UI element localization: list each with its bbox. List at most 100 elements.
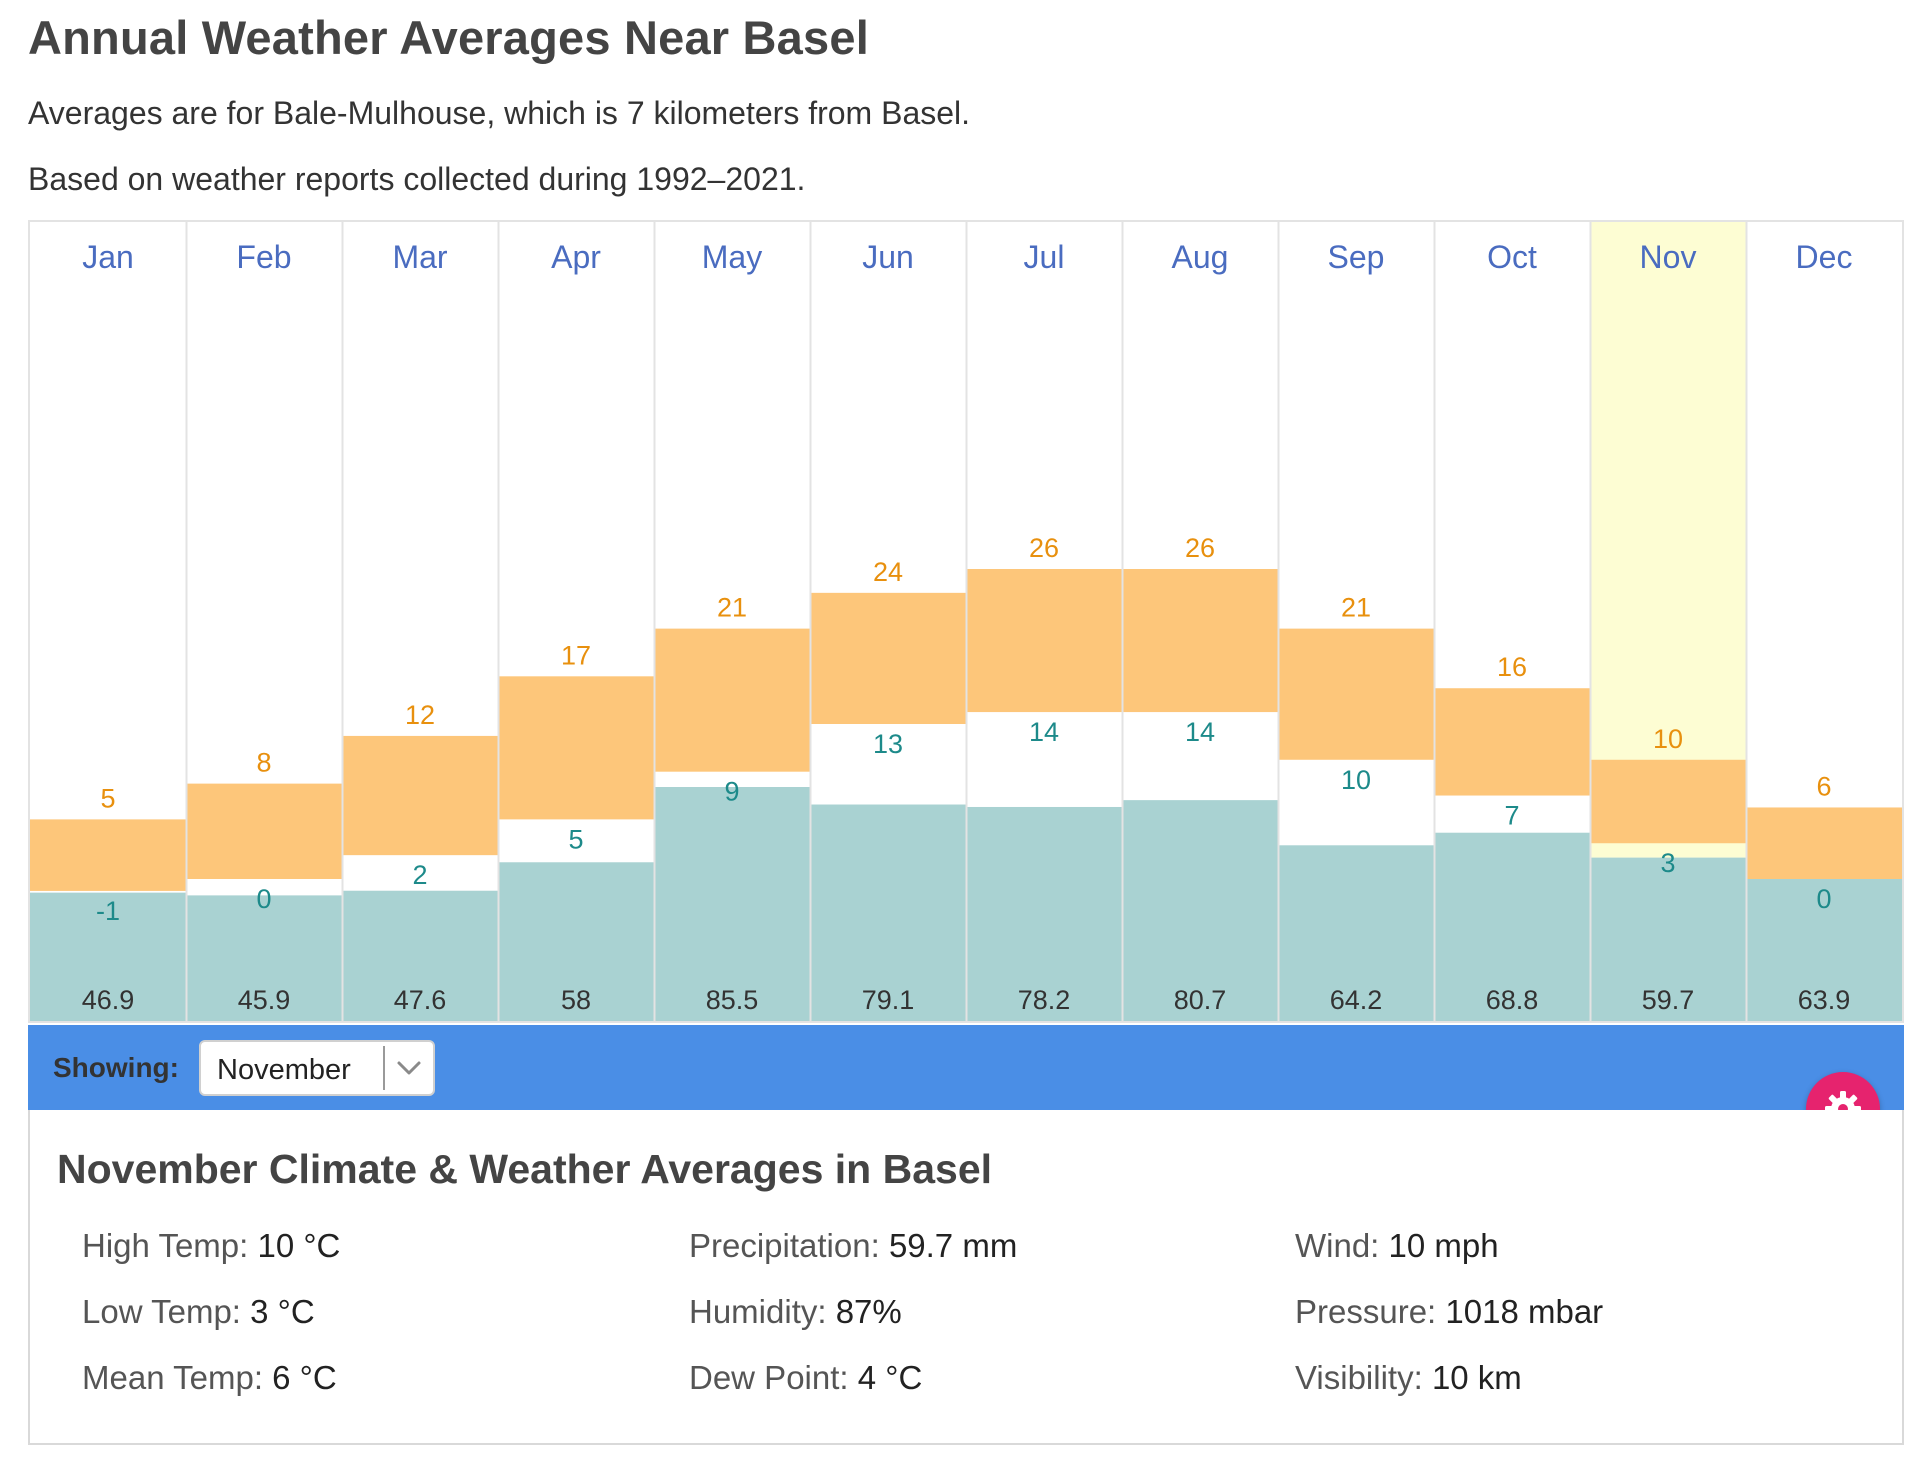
precip-label: 79.1 [862,985,915,1015]
precip-bar-sep [1278,845,1434,1021]
stat-low-temp: Low Temp: 3 °C [82,1293,315,1331]
stat-mean-temp: Mean Temp: 6 °C [82,1359,337,1397]
low-temp-label: 0 [1816,884,1831,914]
stat-label: Humidity: [689,1293,827,1330]
annual-weather-chart: Jan 5 -1 46.9 Feb 8 0 45.9 Mar 12 2 47.6 Apr 17 5 58 May… [28,220,1904,1023]
stat-value: 59.7 mm [888,1227,1018,1264]
month-label-jun: Jun [862,239,914,275]
month-label-may: May [702,239,762,275]
low-temp-label: 5 [568,824,583,854]
stat-label: Precipitation: [689,1227,880,1264]
stat-wind: Wind: 10 mph [1295,1227,1499,1265]
stat-pressure: Pressure: 1018 mbar [1295,1293,1603,1331]
low-temp-label: 14 [1185,717,1215,747]
precip-bar-jun [810,804,966,1021]
high-temp-label: 21 [1341,593,1371,623]
low-temp-label: 7 [1504,801,1519,831]
precip-bar-may [654,787,810,1021]
month-label-apr: Apr [551,239,601,275]
precip-label: 45.9 [238,985,291,1015]
chart-svg: Jan 5 -1 46.9 Feb 8 0 45.9 Mar 12 2 47.6 Apr 17 5 58 May… [30,222,1902,1021]
temp-bar-mar [342,735,498,856]
month-label-oct: Oct [1487,239,1537,275]
month-label-jul: Jul [1024,239,1065,275]
stat-value: 1018 mbar [1445,1293,1604,1330]
high-temp-label: 12 [405,700,435,730]
temp-bar-dec [1746,807,1902,879]
stat-value: 10 km [1431,1359,1522,1396]
low-temp-label: 0 [256,884,271,914]
stat-high-temp: High Temp: 10 °C [82,1227,340,1265]
stat-label: Low Temp: [82,1293,241,1330]
details-title: November Climate & Weather Averages in B… [57,1146,993,1192]
temp-bar-sep [1278,628,1434,760]
stat-dew-point: Dew Point: 4 °C [689,1359,922,1397]
stat-value: 10 mph [1388,1227,1499,1264]
month-label-nov: Nov [1640,239,1697,275]
stat-label: Mean Temp: [82,1359,263,1396]
precip-bar-jul [966,806,1122,1021]
high-temp-label: 16 [1497,652,1527,682]
stat-label: Wind: [1295,1227,1380,1264]
stat-value: 4 °C [857,1359,923,1396]
high-temp-label: 26 [1029,533,1059,563]
temp-bar-nov [1590,759,1746,844]
month-label-jan: Jan [82,239,134,275]
low-temp-label: 2 [412,860,427,890]
precip-label: 64.2 [1330,985,1383,1015]
precip-bar-apr [498,862,654,1021]
high-temp-label: 26 [1185,533,1215,563]
temp-bar-may [654,628,810,772]
precip-label: 63.9 [1798,985,1851,1015]
showing-label: Showing: [53,1052,179,1083]
stat-value: 10 °C [257,1227,341,1264]
month-label-feb: Feb [236,239,291,275]
month-select[interactable]: November [199,1040,435,1096]
precip-bar-oct [1434,832,1590,1021]
high-temp-label: 21 [717,593,747,623]
low-temp-label: 3 [1660,848,1675,878]
precip-bar-mar [342,890,498,1021]
high-temp-label: 8 [256,748,271,778]
low-temp-label: -1 [96,896,120,926]
stat-precipitation: Precipitation: 59.7 mm [689,1227,1017,1265]
details-panel: November Climate & Weather Averages in B… [28,1110,1904,1445]
month-label-aug: Aug [1172,239,1229,275]
precip-label: 47.6 [394,985,447,1015]
period-note: Based on weather reports collected durin… [28,161,806,197]
high-temp-label: 10 [1653,724,1683,754]
precip-label: 68.8 [1486,985,1539,1015]
precip-bar-aug [1122,800,1278,1021]
temp-bar-jun [810,592,966,724]
precip-label: 78.2 [1018,985,1071,1015]
stat-visibility: Visibility: 10 km [1295,1359,1522,1397]
stat-label: Pressure: [1295,1293,1437,1330]
temp-bar-jul [966,569,1122,713]
stat-label: Visibility: [1295,1359,1423,1396]
precip-label: 46.9 [82,985,135,1015]
select-divider [383,1046,385,1090]
high-temp-label: 24 [873,557,903,587]
precip-label: 85.5 [706,985,759,1015]
month-label-dec: Dec [1796,239,1853,275]
showing-bar: Showing: November [28,1025,1904,1110]
chevron-down-icon [397,1061,421,1075]
page-title: Annual Weather Averages Near Basel [28,11,869,64]
precip-label: 58 [561,985,591,1015]
low-temp-label: 14 [1029,717,1059,747]
stat-label: High Temp: [82,1227,249,1264]
precip-label: 59.7 [1642,985,1695,1015]
stat-label: Dew Point: [689,1359,849,1396]
temp-bar-oct [1434,688,1590,796]
precip-label: 80.7 [1174,985,1227,1015]
stat-value: 6 °C [272,1359,337,1396]
month-select-value: November [217,1054,351,1086]
highlight-column [1590,222,1746,858]
stat-value: 87% [835,1293,902,1330]
month-label-mar: Mar [392,239,447,275]
temp-bar-apr [498,676,654,820]
precip-bar-feb [186,895,342,1021]
precip-bar-nov [1590,857,1746,1021]
precip-bar-jan [30,892,186,1021]
low-temp-label: 13 [873,729,903,759]
